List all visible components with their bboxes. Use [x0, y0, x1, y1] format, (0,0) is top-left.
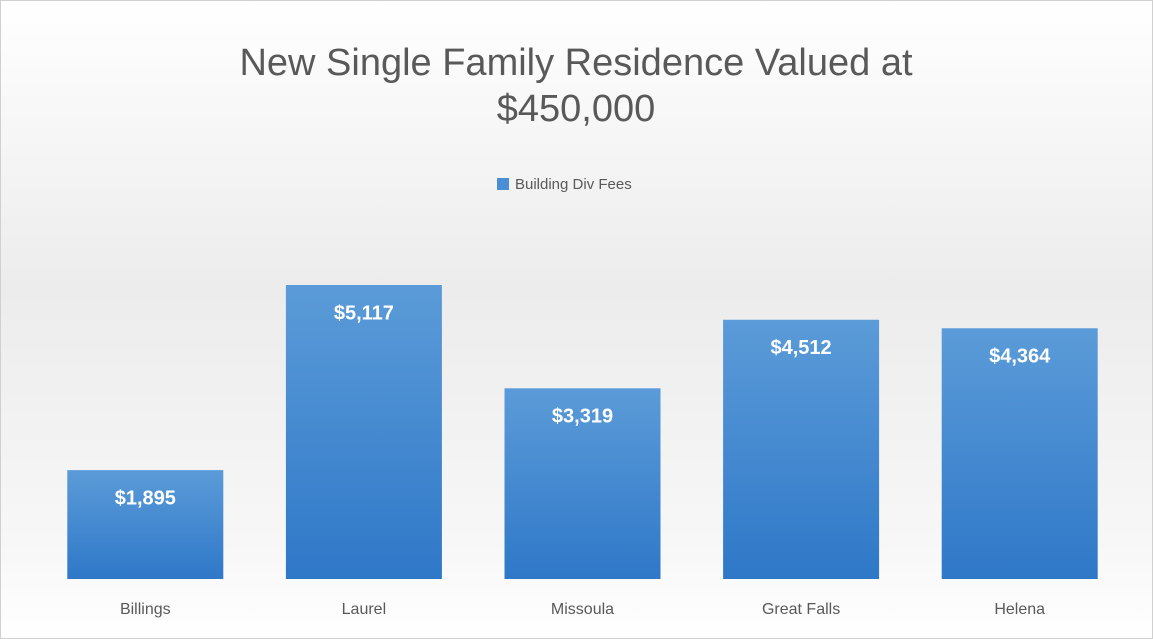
- bar: [285, 285, 442, 579]
- value-label: $4,364: [989, 346, 1051, 368]
- x-tick-label: Great Falls: [762, 601, 840, 618]
- value-label: $5,117: [334, 302, 394, 324]
- x-tick-label: Billings: [120, 601, 171, 618]
- bar: [941, 328, 1098, 579]
- legend-label: Building Div Fees: [515, 176, 632, 193]
- x-tick-label: Helena: [994, 601, 1045, 618]
- x-tick-label: Missoula: [551, 601, 614, 618]
- value-label: $3,319: [552, 406, 613, 428]
- value-label: $4,512: [771, 337, 832, 359]
- x-tick-label: Laurel: [342, 601, 386, 618]
- bar: [504, 388, 661, 579]
- value-label: $1,895: [115, 487, 176, 509]
- chart-title: New Single Family Residence Valued at $4…: [239, 42, 913, 130]
- bar: [723, 319, 880, 579]
- bar: [67, 470, 224, 579]
- legend-swatch: [497, 178, 509, 190]
